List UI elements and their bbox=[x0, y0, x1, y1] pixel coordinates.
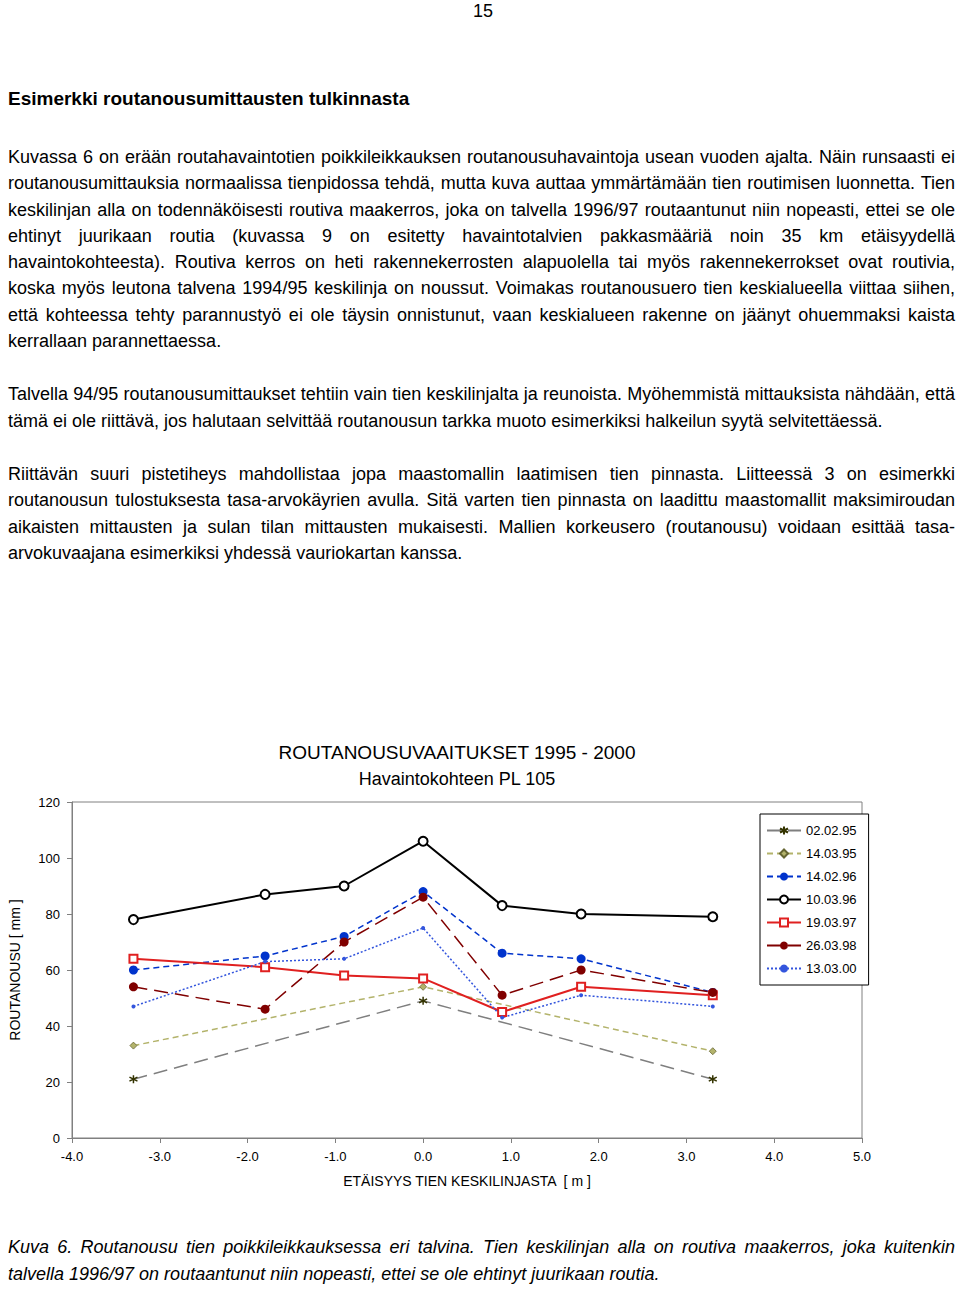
svg-text:2.0: 2.0 bbox=[590, 1149, 608, 1164]
svg-text:19.03.97: 19.03.97 bbox=[806, 915, 857, 930]
html-text:Talvella 94/95 routanousumitta: Talvella 94/95 routanousumittaukset teht… bbox=[8, 384, 955, 431]
svg-text:4.0: 4.0 bbox=[765, 1149, 783, 1164]
svg-text:ROUTANOUSU [ mm ]: ROUTANOUSU [ mm ] bbox=[7, 899, 23, 1040]
svg-text:-3.0: -3.0 bbox=[149, 1149, 171, 1164]
svg-text:40: 40 bbox=[46, 1019, 60, 1034]
svg-text:ETÄISYYS TIEN KESKILINJASTA [: ETÄISYYS TIEN KESKILINJASTA [ m ] bbox=[343, 1173, 591, 1189]
svg-text:100: 100 bbox=[38, 851, 60, 866]
svg-text:-2.0: -2.0 bbox=[236, 1149, 258, 1164]
html-text:Esimerkki routanousumittausten: Esimerkki routanousumittausten tulkinnas… bbox=[8, 88, 410, 109]
html-text:Riittävän suuri pistetiheys ma: Riittävän suuri pistetiheys mahdollistaa… bbox=[8, 464, 955, 563]
svg-text:13.03.00: 13.03.00 bbox=[806, 961, 857, 976]
svg-text:02.02.95: 02.02.95 bbox=[806, 823, 857, 838]
svg-text:0: 0 bbox=[53, 1131, 60, 1146]
html-text:Kuva 6. Routanousu tien poikki: Kuva 6. Routanousu tien poikkileikkaukse… bbox=[8, 1237, 955, 1284]
svg-text:Havaintokohteen PL 105: Havaintokohteen PL 105 bbox=[359, 769, 555, 789]
svg-text:20: 20 bbox=[46, 1075, 60, 1090]
svg-text:1.0: 1.0 bbox=[502, 1149, 520, 1164]
svg-text:26.03.98: 26.03.98 bbox=[806, 938, 857, 953]
svg-text:3.0: 3.0 bbox=[677, 1149, 695, 1164]
html-text:Kuvassa 6 on erään routahavain: Kuvassa 6 on erään routahavaintotien poi… bbox=[8, 147, 955, 352]
svg-text:-1.0: -1.0 bbox=[324, 1149, 346, 1164]
svg-text:80: 80 bbox=[46, 907, 60, 922]
svg-text:60: 60 bbox=[46, 963, 60, 978]
svg-text:14.02.96: 14.02.96 bbox=[806, 869, 857, 884]
svg-text:-4.0: -4.0 bbox=[61, 1149, 83, 1164]
svg-text:0.0: 0.0 bbox=[414, 1149, 432, 1164]
html-text:15: 15 bbox=[473, 1, 493, 21]
svg-text:ROUTANOUSUVAAITUKSET 1995 - 20: ROUTANOUSUVAAITUKSET 1995 - 2000 bbox=[279, 742, 636, 763]
svg-text:5.0: 5.0 bbox=[853, 1149, 871, 1164]
svg-text:120: 120 bbox=[38, 795, 60, 810]
svg-text:10.03.96: 10.03.96 bbox=[806, 892, 857, 907]
svg-text:14.03.95: 14.03.95 bbox=[806, 846, 857, 861]
